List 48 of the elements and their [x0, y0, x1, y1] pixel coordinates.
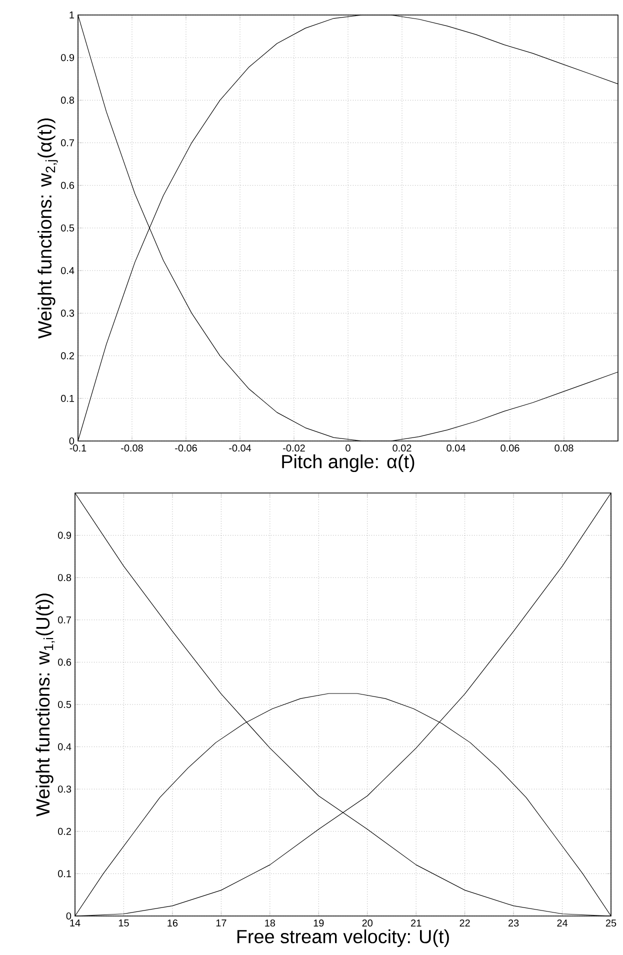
x-tick-label: 19 [314, 920, 324, 927]
x-tick-label: 24 [557, 920, 568, 926]
x-tick-label: 0.02 [392, 444, 412, 452]
y-axis-title: Weight functions: w$_{2,j}$(α(t)) [38, 118, 58, 339]
x-tick-label: 14 [70, 920, 80, 926]
y-tick-label: 0.1 [61, 394, 74, 402]
x-tick-label: 18 [265, 920, 276, 927]
y-tick-label: 0.1 [58, 870, 72, 878]
y-tick-label: 0 [66, 912, 72, 920]
x-tick-label: -0.1 [70, 444, 86, 452]
y-tick-label: 0.3 [61, 310, 74, 317]
x-tick-label: -0.02 [283, 444, 305, 452]
x-tick-label: 0.08 [554, 444, 574, 452]
y-tick-label: 0.7 [58, 616, 71, 624]
x-tick-label: -0.04 [229, 444, 252, 452]
y-tick-label: 0.4 [61, 267, 74, 274]
y-tick-label: 0.5 [58, 700, 72, 708]
x-tick-label: 23 [508, 920, 519, 927]
y-tick-label: 0.6 [58, 658, 72, 666]
x-tick-label: 0 [346, 444, 350, 452]
x-tick-label: 16 [168, 920, 178, 927]
x-tick-label: 25 [606, 920, 616, 927]
y-axis-title: Weight functions: w$_{1,i}$(U(t)) [36, 594, 55, 816]
x-tick-label: 0.04 [446, 444, 466, 452]
y-tick-label: 0.3 [58, 786, 72, 793]
y-tick-label: 1 [70, 12, 74, 18]
x-tick-label: 0.06 [500, 444, 520, 452]
x-tick-label: 20 [362, 920, 373, 927]
x-tick-label: 17 [216, 920, 226, 926]
y-tick-label: 0.4 [58, 743, 72, 750]
x-tick-label: -0.08 [121, 444, 143, 452]
x-tick-label: 21 [411, 920, 422, 926]
x-tick-label: 15 [118, 920, 129, 926]
y-tick-label: 0.8 [58, 574, 72, 582]
y-tick-label: 0.6 [61, 182, 74, 189]
x-tick-label: -0.06 [175, 444, 197, 452]
y-tick-label: 0 [69, 437, 74, 445]
line-series [78, 14, 618, 441]
x-tick-label: 22 [460, 920, 470, 926]
x-axis-title: Free stream velocity: U(t) [237, 929, 449, 948]
y-tick-label: 0.9 [61, 54, 74, 62]
y-tick-label: 0.9 [58, 532, 72, 539]
y-tick-label: 0.8 [61, 96, 74, 104]
x-axis-title: Pitch angle: α(t) [282, 454, 414, 472]
y-tick-label: 0.5 [61, 224, 74, 232]
y-tick-label: 0.7 [61, 139, 74, 146]
y-tick-label: 0.2 [58, 828, 71, 835]
y-tick-label: 0.2 [61, 352, 74, 360]
